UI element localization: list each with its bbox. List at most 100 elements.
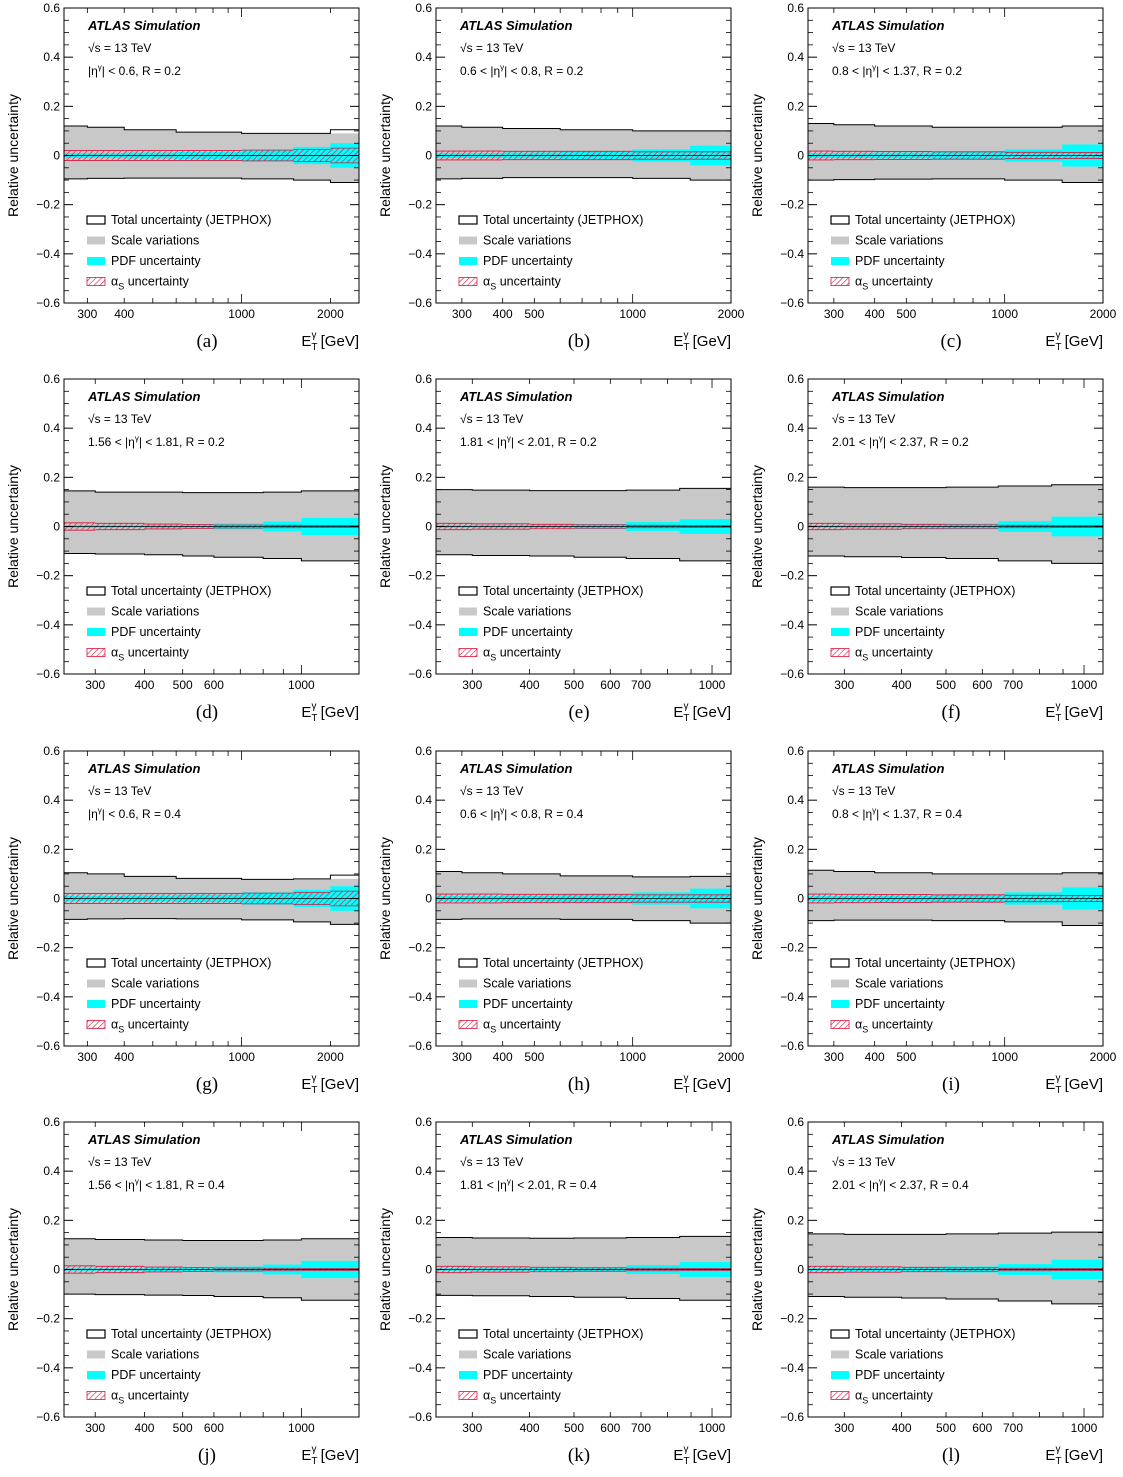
y-tick-label: 0.6 (43, 372, 60, 386)
total-uncertainty-upper (808, 484, 1103, 489)
legend-swatch-scale (459, 607, 477, 616)
y-tick-label: 0.2 (787, 99, 804, 113)
region-label-part: 0.6 < |η (460, 64, 500, 78)
scale-band-bin (574, 490, 627, 558)
panel-j: −0.6 −0.4 −0.2 0 0.2 0.4 0.6 300 400 500 600 1000 Re… (5, 1115, 360, 1467)
legend-label-pdf: PDF uncertainty (111, 625, 201, 639)
x-axis-label-main: E (301, 333, 311, 350)
legend-label-alphas: αS uncertainty (855, 275, 934, 292)
x-axis-label-unit: [GeV] (688, 704, 731, 721)
legend-label-alphas: αS uncertainty (483, 1018, 562, 1035)
y-tick-label: −0.4 (408, 1361, 432, 1375)
legend-swatch-alphas (86, 1020, 106, 1029)
scale-band-bin (472, 490, 530, 556)
panel-c: −0.6 −0.4 −0.2 0 0.2 0.4 0.6 300 400 500 1000 2000 R… (749, 1, 1117, 353)
total-uncertainty-upper (64, 490, 359, 494)
y-axis-label: Relative uncertainty (749, 1208, 765, 1331)
atlas-label: ATLAS Simulation (459, 761, 572, 776)
x-tick-label: 500 (896, 307, 916, 321)
x-axis-label-sup: γ (311, 701, 316, 712)
total-uncertainty-upper (64, 872, 359, 880)
region-label-part: 1.81 < |η (460, 435, 507, 449)
x-tick-label: 600 (204, 678, 224, 692)
y-tick-label: 0.2 (787, 1213, 804, 1227)
legend-label-scale: Scale variations (483, 977, 571, 991)
y-tick-label: 0.4 (43, 1164, 60, 1178)
panel-l: −0.6 −0.4 −0.2 0 0.2 0.4 0.6 300 400 500 600 700 100… (749, 1115, 1104, 1467)
legend-label-scale: Scale variations (855, 605, 943, 619)
x-tick-label: 1000 (991, 1050, 1018, 1064)
legend-label-alphas-main: α (483, 1018, 490, 1032)
total-uncertainty-lower (436, 1294, 731, 1301)
x-tick-label: 300 (462, 678, 482, 692)
legend-label-total: Total uncertainty (JETPHOX) (111, 213, 271, 227)
x-tick-label: 1000 (699, 1421, 726, 1435)
x-tick-label: 2000 (1090, 307, 1117, 321)
x-tick-label: 400 (865, 1050, 885, 1064)
x-tick-label: 1000 (288, 1421, 315, 1435)
x-tick-label: 400 (114, 307, 134, 321)
x-tick-label: 500 (564, 1421, 584, 1435)
y-tick-label: −0.6 (780, 667, 804, 681)
panel-letter: (i) (942, 1074, 960, 1095)
legend-swatch-total (458, 586, 478, 596)
y-tick-label: −0.2 (36, 198, 60, 212)
energy-label: √s = 13 TeV (832, 412, 895, 426)
x-axis-label: ETγ [GeV] (673, 330, 731, 353)
x-tick-label: 400 (493, 1050, 513, 1064)
region-label-part: | < 2.37, R = 0.2 (883, 435, 969, 449)
total-uncertainty-upper (808, 1231, 1103, 1235)
legend-label-pdf: PDF uncertainty (483, 997, 573, 1011)
x-axis-label: ETγ [GeV] (1045, 701, 1103, 724)
x-axis-label-main: E (673, 704, 683, 721)
region-label-part: |η (88, 64, 98, 78)
scale-band-bin (901, 487, 947, 558)
legend-label-pdf: PDF uncertainty (483, 625, 573, 639)
legend-label-total: Total uncertainty (JETPHOX) (111, 584, 271, 598)
legend-label-alphas: αS uncertainty (111, 1018, 190, 1035)
x-axis-label-sub: T (311, 1085, 317, 1096)
x-tick-label: 500 (936, 678, 956, 692)
legend-swatch-pdf (87, 628, 105, 636)
x-tick-label: 2000 (718, 1050, 745, 1064)
legend-label-alphas-rest: uncertainty (496, 1389, 561, 1403)
y-tick-label: −0.4 (780, 247, 804, 261)
x-axis-label: ETγ [GeV] (301, 1444, 359, 1467)
atlas-label: ATLAS Simulation (831, 389, 944, 404)
legend-swatch-scale (831, 1350, 849, 1359)
y-tick-label: 0 (425, 149, 432, 163)
legend-swatch-scale (87, 1350, 105, 1359)
region-label: 2.01 < |ηγ| < 2.37, R = 0.2 (832, 434, 969, 449)
total-uncertainty-lower (808, 178, 1103, 184)
y-tick-label: 0.4 (415, 50, 432, 64)
total-uncertainty-lower (808, 919, 1103, 927)
total-uncertainty-lower (436, 177, 731, 181)
panel-letter: (l) (942, 1445, 960, 1466)
y-tick-label: 0.2 (415, 470, 432, 484)
x-tick-label: 1000 (228, 1050, 255, 1064)
legend-label-scale: Scale variations (111, 977, 199, 991)
legend-label-alphas-sub: S (862, 1396, 868, 1406)
y-tick-label: 0 (53, 520, 60, 534)
x-tick-label: 2000 (317, 307, 344, 321)
y-tick-label: −0.4 (408, 247, 432, 261)
x-axis-label-sub: T (311, 713, 317, 724)
legend-label-alphas-main: α (111, 1018, 118, 1032)
x-axis-label-sup: γ (683, 1073, 688, 1084)
total-uncertainty-upper (808, 123, 1103, 128)
x-axis-label-sub: T (1055, 713, 1061, 724)
region-label-part: | < 2.01, R = 0.4 (511, 1178, 597, 1192)
region-label: 0.8 < |ηγ| < 1.37, R = 0.4 (832, 806, 962, 821)
legend-label-pdf: PDF uncertainty (111, 997, 201, 1011)
legend-swatch-alphas (458, 1391, 478, 1400)
legend-swatch-alphas (458, 648, 478, 657)
scale-band-bin (808, 1233, 845, 1297)
region-label-sup: γ (872, 63, 876, 72)
y-tick-label: −0.2 (36, 941, 60, 955)
scale-band-bin (844, 487, 902, 557)
panel-e: −0.6 −0.4 −0.2 0 0.2 0.4 0.6 300 400 500 600 700 100… (377, 372, 732, 724)
region-label-part: | < 0.8, R = 0.2 (504, 64, 583, 78)
panel-i: −0.6 −0.4 −0.2 0 0.2 0.4 0.6 300 400 500 1000 2000 R… (749, 744, 1117, 1096)
y-tick-label: 0.2 (415, 842, 432, 856)
legend-label-pdf: PDF uncertainty (483, 254, 573, 268)
